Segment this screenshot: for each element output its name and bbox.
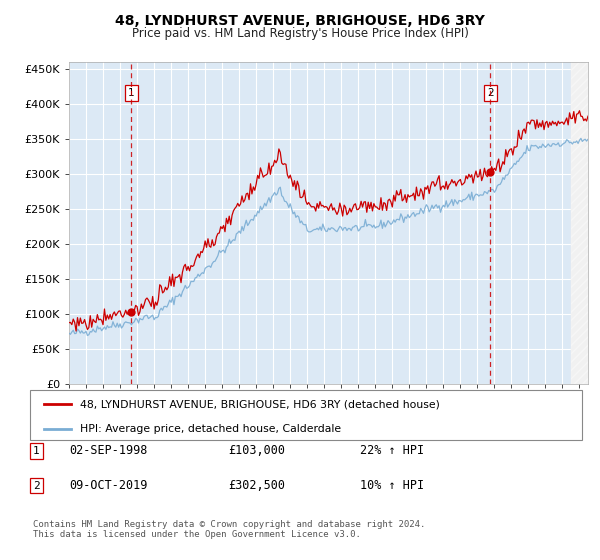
Text: 1: 1 xyxy=(128,88,135,98)
Text: 09-OCT-2019: 09-OCT-2019 xyxy=(69,479,148,492)
Text: HPI: Average price, detached house, Calderdale: HPI: Average price, detached house, Cald… xyxy=(80,424,341,434)
Text: 1: 1 xyxy=(33,446,40,456)
Bar xyxy=(571,62,596,384)
Text: 48, LYNDHURST AVENUE, BRIGHOUSE, HD6 3RY (detached house): 48, LYNDHURST AVENUE, BRIGHOUSE, HD6 3RY… xyxy=(80,399,440,409)
Text: 48, LYNDHURST AVENUE, BRIGHOUSE, HD6 3RY: 48, LYNDHURST AVENUE, BRIGHOUSE, HD6 3RY xyxy=(115,14,485,28)
Text: 10% ↑ HPI: 10% ↑ HPI xyxy=(360,479,424,492)
FancyBboxPatch shape xyxy=(30,390,582,440)
Text: Contains HM Land Registry data © Crown copyright and database right 2024.
This d: Contains HM Land Registry data © Crown c… xyxy=(33,520,425,539)
Text: £103,000: £103,000 xyxy=(228,444,285,458)
Bar xyxy=(571,62,596,384)
Text: 2: 2 xyxy=(33,480,40,491)
Text: 2: 2 xyxy=(487,88,494,98)
Text: 02-SEP-1998: 02-SEP-1998 xyxy=(69,444,148,458)
Text: 22% ↑ HPI: 22% ↑ HPI xyxy=(360,444,424,458)
Text: Price paid vs. HM Land Registry's House Price Index (HPI): Price paid vs. HM Land Registry's House … xyxy=(131,27,469,40)
Text: £302,500: £302,500 xyxy=(228,479,285,492)
